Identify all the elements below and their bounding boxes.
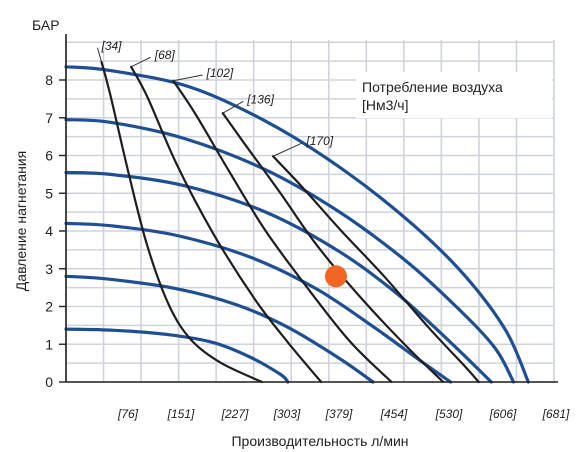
legend: Потребление воздуха [Нм3/ч] bbox=[356, 72, 552, 118]
air-curve-2 bbox=[130, 65, 323, 384]
x-tick-label: [379] bbox=[325, 407, 353, 421]
air-curve-label: [68] bbox=[154, 48, 176, 62]
air-curve-label: [170] bbox=[305, 134, 333, 148]
legend-unit: [Нм3/ч] bbox=[362, 97, 408, 113]
air-curve-3 bbox=[172, 79, 393, 384]
pressure-curve-3 bbox=[64, 221, 453, 384]
x-tick-label: [303] bbox=[273, 407, 301, 421]
x-axis-title: Производительность л/мин bbox=[231, 433, 408, 449]
operating-point-layer bbox=[324, 265, 347, 288]
air-curve-label: [34] bbox=[101, 39, 123, 53]
air-label-leader bbox=[272, 142, 303, 157]
y-tick-label: 3 bbox=[45, 261, 53, 277]
y-tick-label: 0 bbox=[45, 374, 53, 390]
x-tick-label: [151] bbox=[167, 407, 195, 421]
x-tick-label: [606] bbox=[489, 407, 517, 421]
air-curve-1 bbox=[100, 60, 264, 384]
air-curve-5 bbox=[272, 155, 480, 384]
axes: 0 1 2 3 4 5 6 7 8 [76] [151] [227] [303] [379] [454] [5… bbox=[45, 34, 570, 421]
air-curve-4 bbox=[221, 112, 445, 384]
y-tick-label: 8 bbox=[45, 72, 53, 88]
x-tick-label: [76] bbox=[117, 407, 139, 421]
pressure-curve-5 bbox=[64, 118, 516, 384]
air-curve-label: [136] bbox=[246, 92, 274, 106]
air-label-leader bbox=[97, 47, 102, 63]
pressure-curve-6 bbox=[64, 65, 530, 384]
air-label-leader bbox=[173, 74, 203, 82]
air-label-leader bbox=[222, 100, 244, 114]
y-tick-label: 2 bbox=[45, 299, 53, 315]
x-tick-label: [530] bbox=[435, 407, 463, 421]
y-tick-label: 1 bbox=[45, 336, 53, 352]
y-tick-label: 7 bbox=[45, 110, 53, 126]
y-tick-label: 6 bbox=[45, 148, 53, 164]
y-unit-label: БАР bbox=[32, 17, 60, 33]
pressure-curve-2 bbox=[64, 274, 375, 384]
legend-background bbox=[356, 72, 552, 118]
y-axis-title: Давление нагнетания bbox=[13, 151, 29, 291]
x-tick-label: [454] bbox=[380, 407, 408, 421]
pressure-curves bbox=[64, 65, 530, 384]
pressure-curve-4 bbox=[64, 170, 493, 384]
y-tick-label: 5 bbox=[45, 185, 53, 201]
pressure-curve-1 bbox=[64, 327, 290, 384]
x-tick-label: [227] bbox=[221, 407, 249, 421]
legend-title: Потребление воздуха bbox=[362, 79, 503, 95]
air-curve-label: [102] bbox=[206, 66, 234, 80]
x-tick-label: [681] bbox=[542, 407, 570, 421]
air-consumption-curves: [34] [68] [102] [136] [170] bbox=[97, 39, 480, 384]
operating-point-marker bbox=[324, 265, 347, 288]
y-tick-label: 4 bbox=[45, 223, 53, 239]
air-label-leader bbox=[130, 56, 151, 68]
